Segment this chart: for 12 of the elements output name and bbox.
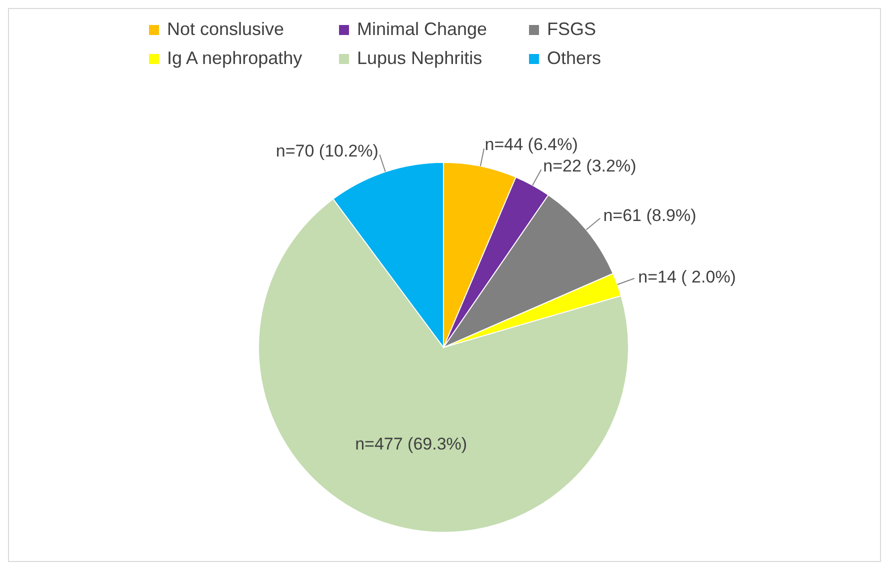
legend-label: Others — [547, 48, 602, 69]
data-label: n=477 (69.3%) — [355, 434, 468, 454]
data-label: n=22 (3.2%) — [543, 156, 636, 176]
data-label: n=44 (6.4%) — [484, 135, 578, 154]
legend-label: Not conslusive — [167, 19, 284, 40]
legend-label: Minimal Change — [357, 19, 488, 40]
legend-label: Lupus Nephritis — [357, 48, 482, 69]
data-label: n=14 ( 2.0%) — [638, 267, 736, 286]
legend-label: FSGS — [547, 19, 596, 40]
data-label: n=70 (10.2%) — [276, 141, 378, 160]
data-label: n=61 (8.9%) — [603, 206, 696, 226]
legend-label: Ig A nephropathy — [167, 48, 302, 69]
